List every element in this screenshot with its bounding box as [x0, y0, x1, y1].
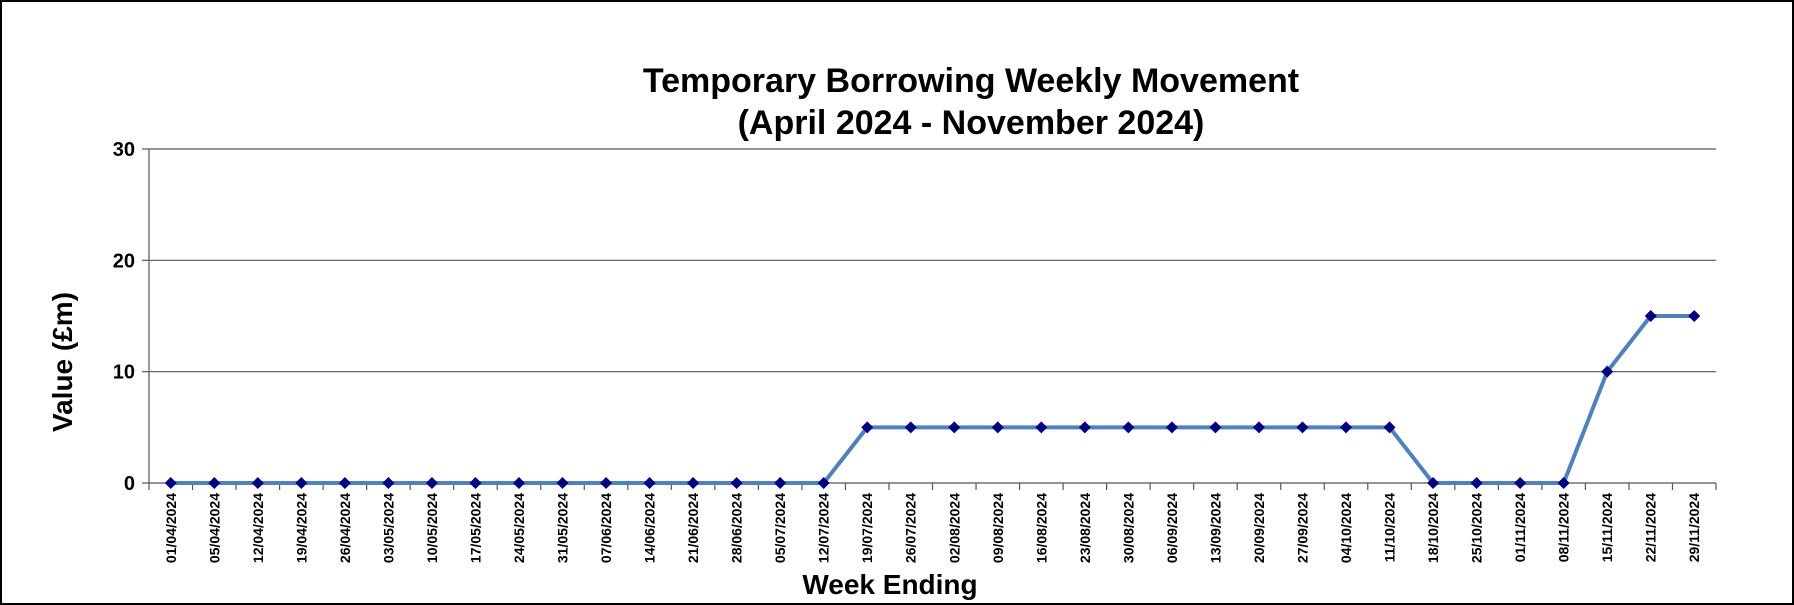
x-tick-label: 04/10/2024 [1338, 493, 1354, 563]
marker [861, 421, 874, 434]
marker [774, 477, 787, 489]
x-tick-label: 13/09/2024 [1207, 493, 1223, 563]
x-tick-label: 15/11/2024 [1599, 493, 1615, 563]
x-tick-label: 12/07/2024 [816, 493, 832, 563]
marker [1470, 477, 1483, 489]
chart-subtitle: (April 2024 - November 2024) [738, 104, 1205, 142]
marker [1644, 310, 1657, 322]
x-tick-label: 28/06/2024 [729, 493, 745, 563]
chart-title: Temporary Borrowing Weekly Movement [643, 62, 1299, 100]
x-tick-label: 31/05/2024 [555, 493, 571, 563]
x-axis-title: Week Ending [802, 569, 977, 600]
x-tick-label: 06/09/2024 [1164, 493, 1180, 563]
marker [556, 477, 569, 489]
marker [208, 477, 221, 489]
y-tick-label: 10 [113, 362, 135, 384]
marker [1165, 421, 1178, 434]
x-tick-label: 29/11/2024 [1686, 493, 1702, 563]
marker [1035, 421, 1048, 434]
x-tick-label: 11/10/2024 [1382, 493, 1398, 563]
y-tick-label: 20 [113, 250, 135, 272]
x-tick-label: 24/05/2024 [511, 493, 527, 563]
x-tick-label: 12/04/2024 [250, 493, 266, 563]
marker [1557, 477, 1570, 489]
marker [1514, 477, 1527, 489]
x-tick-label: 23/08/2024 [1077, 493, 1093, 563]
x-tick-label: 19/04/2024 [293, 493, 309, 563]
marker [1078, 421, 1091, 434]
marker [338, 477, 351, 489]
marker [251, 477, 264, 489]
marker [1601, 365, 1614, 378]
marker [1252, 421, 1265, 434]
marker [1340, 421, 1353, 434]
y-axis-title: Value (£m) [47, 292, 78, 432]
x-tick-label: 03/05/2024 [380, 493, 396, 563]
line [170, 314, 1695, 485]
marker [1427, 477, 1440, 489]
marker [643, 477, 656, 489]
marker [817, 477, 830, 489]
x-tick-label: 19/07/2024 [859, 493, 875, 563]
marker [1688, 310, 1701, 322]
x-tick-label: 08/11/2024 [1556, 493, 1572, 563]
y-tick-label: 0 [124, 473, 135, 495]
x-tick-label: 27/09/2024 [1294, 493, 1310, 563]
x-tick-label: 10/05/2024 [424, 493, 440, 563]
x-tick-label: 09/08/2024 [990, 493, 1006, 563]
y-tick-label: 30 [113, 139, 135, 161]
marker [1296, 421, 1309, 434]
x-tick-label: 16/08/2024 [1033, 493, 1049, 563]
x-tick-label: 25/10/2024 [1469, 493, 1485, 563]
x-tick-label: 05/04/2024 [206, 493, 222, 563]
x-tick-label: 30/08/2024 [1120, 493, 1136, 563]
marker [512, 477, 525, 489]
marker [164, 477, 177, 489]
x-tick-label: 18/10/2024 [1425, 493, 1441, 563]
marker [600, 477, 613, 489]
marker [948, 421, 961, 434]
x-tick-label: 01/04/2024 [163, 493, 179, 563]
x-tick-label: 02/08/2024 [946, 493, 962, 563]
x-tick-label: 07/06/2024 [598, 493, 614, 563]
marker [1383, 421, 1396, 434]
marker [1122, 421, 1135, 434]
x-tick-label: 21/06/2024 [685, 493, 701, 563]
x-tick-label: 17/05/2024 [467, 493, 483, 563]
x-tick-label: 20/09/2024 [1251, 493, 1267, 563]
marker [295, 477, 308, 489]
x-tick-label: 01/11/2024 [1512, 493, 1528, 563]
x-tick-label: 26/04/2024 [337, 493, 353, 563]
marker [1209, 421, 1222, 434]
marker [687, 477, 700, 489]
marker [382, 477, 395, 489]
x-tick-label: 05/07/2024 [772, 493, 788, 563]
marker [469, 477, 482, 489]
x-tick-label: 14/06/2024 [642, 493, 658, 563]
x-tick-label: 22/11/2024 [1643, 493, 1659, 563]
marker [904, 421, 917, 434]
marker [425, 477, 438, 489]
marker [730, 477, 743, 489]
x-tick-label: 26/07/2024 [903, 493, 919, 563]
marker [991, 421, 1004, 434]
